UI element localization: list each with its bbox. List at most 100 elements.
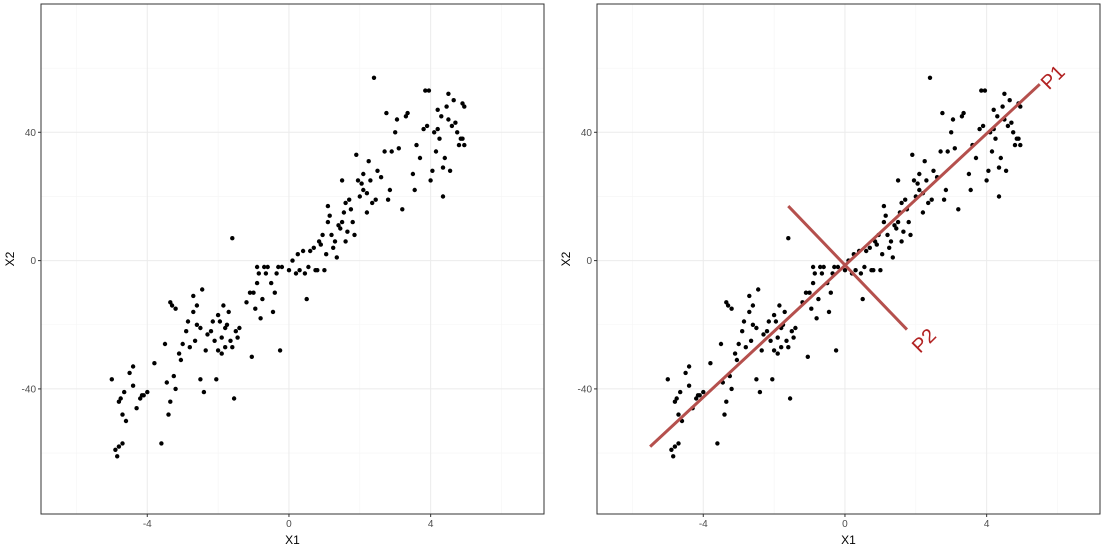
data-point [393, 130, 397, 134]
data-point [120, 412, 124, 416]
data-point [924, 178, 928, 182]
data-point [673, 444, 677, 448]
data-point [882, 220, 886, 224]
data-point [675, 396, 679, 400]
data-point [294, 271, 298, 275]
data-point [864, 249, 868, 253]
data-point [786, 345, 790, 349]
data-point [335, 255, 339, 259]
data-point [257, 271, 261, 275]
data-point [351, 220, 355, 224]
data-point [917, 188, 921, 192]
data-point [1002, 92, 1006, 96]
data-point [990, 149, 994, 153]
left-scatter-panel: -4 0 4-40040X1X2 [3, 4, 544, 547]
data-point [269, 281, 273, 285]
data-point [358, 194, 362, 198]
data-point [687, 384, 691, 388]
data-point [115, 454, 119, 458]
data-point [343, 239, 347, 243]
data-point [1018, 143, 1022, 147]
data-point [278, 348, 282, 352]
x-tick-label: 4 [428, 519, 434, 530]
data-point [356, 178, 360, 182]
data-point [117, 444, 121, 448]
data-point [754, 326, 758, 330]
data-point [940, 111, 944, 115]
data-point [379, 175, 383, 179]
data-point [921, 210, 925, 214]
data-point [159, 441, 163, 445]
data-point [186, 319, 190, 323]
data-point [889, 239, 893, 243]
data-point [708, 361, 712, 365]
data-point [397, 146, 401, 150]
data-point [296, 252, 300, 256]
data-point [320, 233, 324, 237]
data-point [308, 249, 312, 253]
data-point [949, 130, 953, 134]
data-point [885, 233, 889, 237]
data-point [862, 265, 866, 269]
data-point [969, 188, 973, 192]
data-point [331, 246, 335, 250]
data-point [227, 310, 231, 314]
data-point [343, 201, 347, 205]
data-point [216, 348, 220, 352]
data-point [767, 319, 771, 323]
data-point [928, 76, 932, 80]
data-point [806, 355, 810, 359]
data-point [820, 271, 824, 275]
data-point [961, 111, 965, 115]
data-point [758, 390, 762, 394]
data-point [683, 371, 687, 375]
data-point [967, 172, 971, 176]
data-point [997, 194, 1001, 198]
data-point [726, 303, 730, 307]
data-point [923, 159, 927, 163]
data-point [425, 124, 429, 128]
data-point [361, 188, 365, 192]
data-point [306, 265, 310, 269]
data-point [774, 319, 778, 323]
y-tick-label: -40 [22, 384, 37, 395]
data-point [452, 98, 456, 102]
data-point [145, 390, 149, 394]
data-point [751, 303, 755, 307]
data-point [395, 117, 399, 121]
data-point [370, 201, 374, 205]
x-axis-title: X1 [841, 533, 856, 547]
data-point [374, 198, 378, 202]
data-point [912, 178, 916, 182]
data-point [441, 194, 445, 198]
data-point [211, 319, 215, 323]
data-point [915, 181, 919, 185]
data-point [340, 178, 344, 182]
data-point [462, 143, 466, 147]
data-point [177, 351, 181, 355]
data-point [200, 287, 204, 291]
data-point [446, 92, 450, 96]
data-point [698, 393, 702, 397]
data-point [853, 268, 857, 272]
data-point [322, 268, 326, 272]
data-point [168, 400, 172, 404]
data-point [737, 342, 741, 346]
data-point [120, 441, 124, 445]
data-point [450, 124, 454, 128]
data-point [729, 307, 733, 311]
data-point [287, 268, 291, 272]
data-point [899, 201, 903, 205]
data-point [312, 246, 316, 250]
data-point [942, 198, 946, 202]
data-point [352, 233, 356, 237]
data-point [974, 156, 978, 160]
data-point [214, 377, 218, 381]
data-point [765, 329, 769, 333]
x-tick-label: 0 [842, 519, 848, 530]
data-point [315, 268, 319, 272]
data-point [861, 297, 865, 301]
data-point [983, 88, 987, 92]
data-point [956, 207, 960, 211]
data-point [946, 149, 950, 153]
